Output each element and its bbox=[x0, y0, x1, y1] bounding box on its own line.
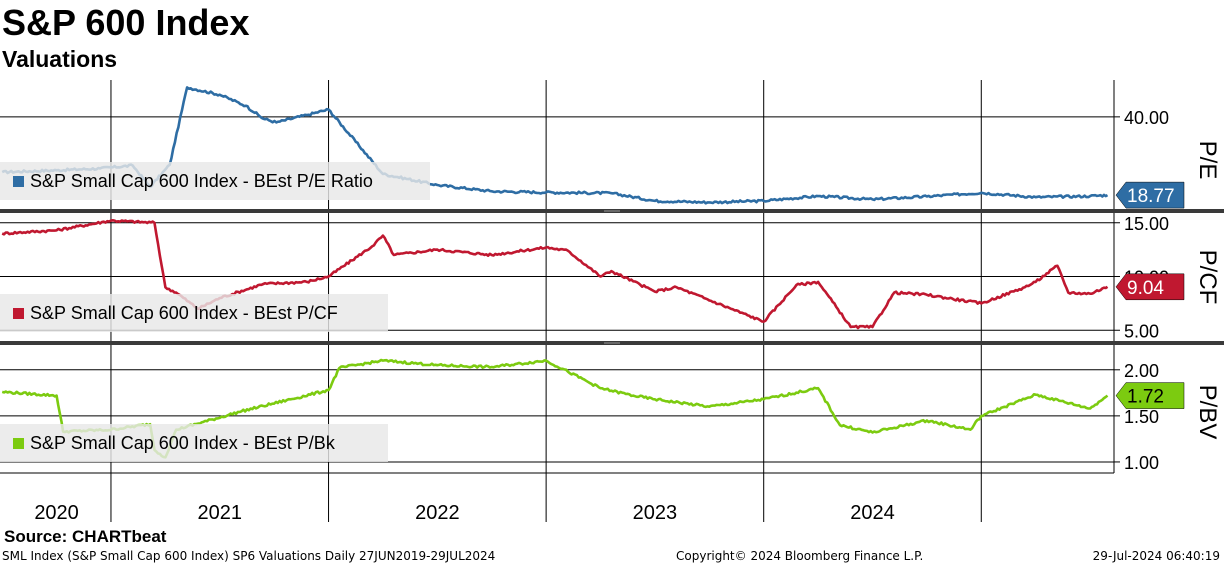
y-tick-label: 15.00 bbox=[1124, 214, 1169, 234]
legend-label: S&P Small Cap 600 Index - BEst P/CF bbox=[30, 303, 338, 323]
y-tick-label: 5.00 bbox=[1124, 321, 1159, 341]
legend-box bbox=[0, 162, 430, 200]
x-tick-label: 2022 bbox=[415, 502, 460, 524]
legend-pcf: S&P Small Cap 600 Index - BEst P/CF bbox=[0, 294, 388, 332]
axis-title-pbv: P/BV bbox=[1194, 385, 1221, 440]
axis-title-pe: P/E bbox=[1194, 141, 1221, 180]
y-tick-label: 1.00 bbox=[1124, 453, 1159, 473]
footer-copyright: Copyright© 2024 Bloomberg Finance L.P. bbox=[676, 549, 924, 563]
legend-pbv: S&P Small Cap 600 Index - BEst P/Bk bbox=[0, 424, 388, 462]
last-value-tag-pe: 18.77 bbox=[1115, 181, 1185, 209]
last-value-box bbox=[1115, 382, 1185, 409]
footer-timestamp: 29-Jul-2024 06:40:19 bbox=[1092, 549, 1220, 563]
last-value-tag-pcf: 9.04 bbox=[1115, 273, 1185, 301]
legend-box bbox=[0, 424, 388, 462]
x-tick-label: 2024 bbox=[850, 502, 895, 524]
chart-title: S&P 600 Index bbox=[2, 2, 250, 43]
last-value-label: 18.77 bbox=[1127, 186, 1175, 207]
last-value-label: 1.72 bbox=[1127, 387, 1164, 408]
x-tick-label: 2023 bbox=[633, 502, 678, 524]
last-value-label: 9.04 bbox=[1127, 278, 1164, 299]
chart-subtitle: Valuations bbox=[2, 46, 118, 72]
x-tick-label: 2021 bbox=[198, 502, 243, 524]
legend-swatch bbox=[13, 176, 24, 187]
legend-swatch bbox=[13, 438, 24, 449]
y-tick-label: 1.50 bbox=[1124, 407, 1159, 427]
legend-swatch bbox=[13, 308, 24, 319]
y-tick-label: 40.00 bbox=[1124, 108, 1169, 128]
legend-label: S&P Small Cap 600 Index - BEst P/Bk bbox=[30, 433, 336, 453]
last-value-box bbox=[1115, 273, 1185, 301]
x-tick-label: 2020 bbox=[34, 502, 79, 524]
y-tick-label: 2.00 bbox=[1124, 361, 1159, 381]
legend-box bbox=[0, 294, 388, 332]
last-value-tag-pbv: 1.72 bbox=[1115, 382, 1185, 409]
legend-label: S&P Small Cap 600 Index - BEst P/E Ratio bbox=[30, 171, 373, 191]
footer-description: SML Index (S&P Small Cap 600 Index) SP6 … bbox=[2, 549, 496, 563]
legend-pe: S&P Small Cap 600 Index - BEst P/E Ratio bbox=[0, 162, 430, 200]
last-value-box bbox=[1115, 181, 1185, 209]
axis-title-pcf: P/CF bbox=[1194, 250, 1221, 305]
series-line-pe bbox=[1, 86, 1109, 205]
source-label: Source: CHARTbeat bbox=[4, 527, 167, 546]
